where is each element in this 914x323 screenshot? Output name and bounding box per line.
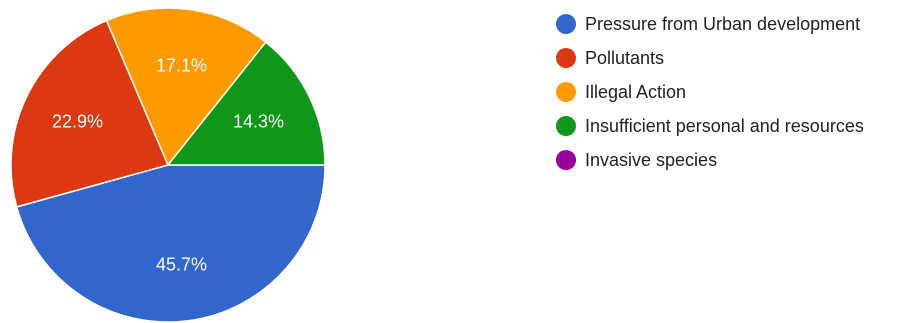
legend-swatch — [556, 82, 576, 102]
legend: Pressure from Urban development Pollutan… — [556, 7, 864, 177]
legend-label: Pressure from Urban development — [585, 13, 861, 34]
legend-label: Illegal Action — [585, 81, 687, 102]
pie-slice-insufficient-personal-and-resources[interactable] — [166, 41, 326, 166]
legend-item-invasive-species[interactable]: Invasive species — [556, 143, 864, 177]
legend-item-pollutants[interactable]: Pollutants — [556, 41, 864, 75]
pie-slice-pressure-from-urban-development[interactable] — [15, 164, 326, 323]
legend-swatch — [556, 14, 576, 34]
legend-label: Insufficient personal and resources — [585, 115, 864, 136]
legend-swatch — [556, 116, 576, 136]
legend-item-insufficient-personal-and-resources[interactable]: Insufficient personal and resources — [556, 109, 864, 143]
legend-label: Pollutants — [585, 47, 665, 68]
legend-item-illegal-action[interactable]: Illegal Action — [556, 75, 864, 109]
legend-label: Invasive species — [585, 149, 718, 170]
slice-label-pressure-from-urban-development: 45.7% — [156, 255, 207, 275]
slice-label-illegal-action: 17.1% — [156, 55, 207, 75]
slice-label-pollutants: 22.9% — [52, 111, 103, 131]
legend-swatch — [556, 48, 576, 68]
pie-slice-pollutants[interactable] — [10, 19, 170, 208]
pie-slice-illegal-action[interactable] — [105, 7, 267, 167]
legend-swatch — [556, 150, 576, 170]
legend-item-pressure-from-urban-development[interactable]: Pressure from Urban development — [556, 7, 864, 41]
slice-label-insufficient-personal-and-resources: 14.3% — [233, 111, 284, 131]
pie-chart: 45.7% 22.9% 17.1% 14.3% — [10, 7, 326, 323]
